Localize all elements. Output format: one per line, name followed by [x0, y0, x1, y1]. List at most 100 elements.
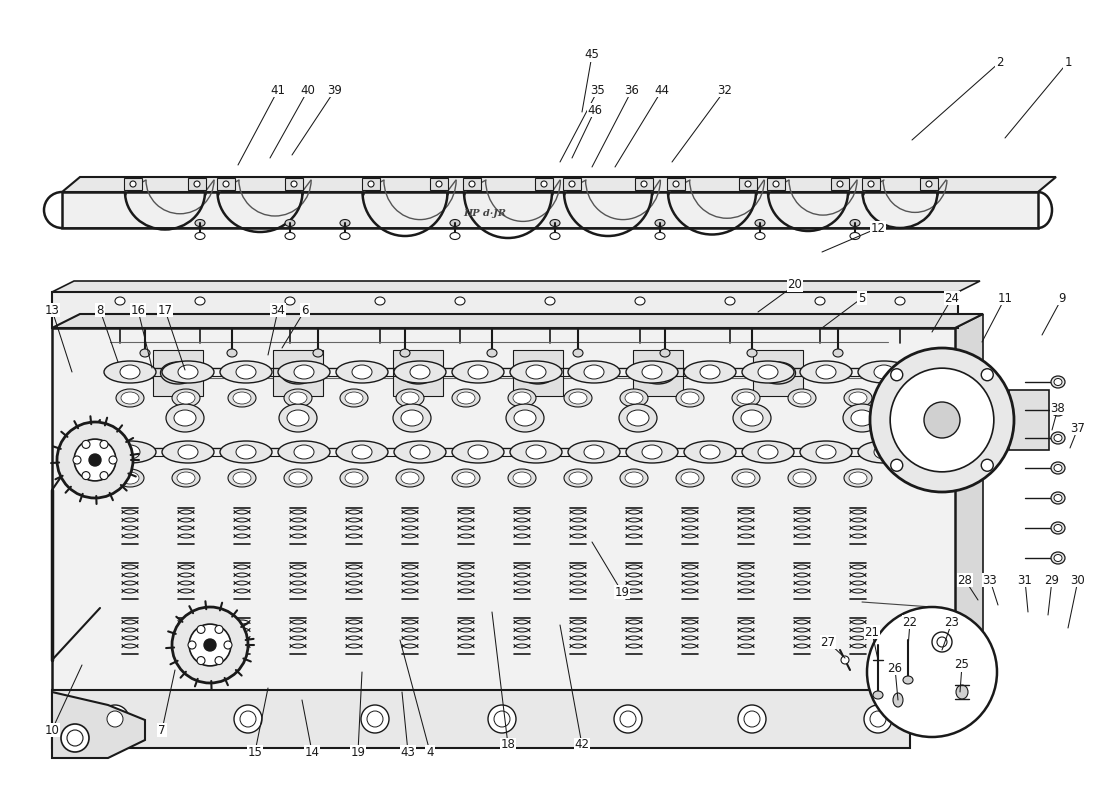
- Ellipse shape: [289, 472, 307, 484]
- Ellipse shape: [166, 404, 204, 432]
- Circle shape: [614, 705, 642, 733]
- Ellipse shape: [177, 472, 195, 484]
- Ellipse shape: [1054, 406, 1062, 414]
- Text: 4: 4: [427, 746, 433, 758]
- Circle shape: [107, 711, 123, 727]
- Ellipse shape: [121, 392, 139, 404]
- Text: 45: 45: [584, 49, 600, 62]
- Ellipse shape: [626, 361, 678, 383]
- Polygon shape: [52, 281, 980, 292]
- Circle shape: [488, 705, 516, 733]
- Ellipse shape: [294, 445, 313, 459]
- Polygon shape: [52, 314, 983, 328]
- Ellipse shape: [284, 469, 312, 487]
- Ellipse shape: [162, 441, 214, 463]
- Ellipse shape: [1050, 404, 1065, 416]
- Ellipse shape: [345, 392, 363, 404]
- Ellipse shape: [625, 472, 644, 484]
- Circle shape: [368, 181, 374, 187]
- Ellipse shape: [1054, 465, 1062, 471]
- Circle shape: [744, 711, 760, 727]
- Circle shape: [745, 181, 751, 187]
- Circle shape: [223, 181, 229, 187]
- Ellipse shape: [741, 410, 763, 426]
- Circle shape: [82, 471, 90, 479]
- Polygon shape: [739, 178, 757, 190]
- Ellipse shape: [626, 441, 678, 463]
- Ellipse shape: [620, 389, 648, 407]
- Ellipse shape: [550, 219, 560, 226]
- Ellipse shape: [233, 392, 251, 404]
- Ellipse shape: [1054, 434, 1062, 442]
- Ellipse shape: [104, 441, 156, 463]
- Ellipse shape: [116, 389, 144, 407]
- Ellipse shape: [450, 219, 460, 226]
- Ellipse shape: [642, 365, 662, 379]
- Ellipse shape: [314, 349, 323, 357]
- Ellipse shape: [700, 365, 720, 379]
- Ellipse shape: [816, 365, 836, 379]
- Ellipse shape: [402, 472, 419, 484]
- Circle shape: [367, 711, 383, 727]
- Ellipse shape: [569, 472, 587, 484]
- Ellipse shape: [526, 365, 546, 379]
- Circle shape: [870, 348, 1014, 492]
- Text: 26: 26: [888, 662, 902, 674]
- Ellipse shape: [508, 469, 536, 487]
- Ellipse shape: [178, 365, 198, 379]
- Ellipse shape: [228, 469, 256, 487]
- Ellipse shape: [195, 233, 205, 239]
- Ellipse shape: [747, 349, 757, 357]
- Circle shape: [214, 626, 223, 634]
- Text: 17: 17: [157, 303, 173, 317]
- Text: 19: 19: [615, 586, 629, 598]
- Ellipse shape: [506, 404, 544, 432]
- Ellipse shape: [816, 445, 836, 459]
- Circle shape: [214, 657, 223, 665]
- Text: 36: 36: [625, 83, 639, 97]
- Polygon shape: [52, 292, 958, 328]
- Text: 5: 5: [858, 291, 866, 305]
- Circle shape: [194, 181, 200, 187]
- Polygon shape: [862, 178, 880, 190]
- Circle shape: [74, 439, 116, 481]
- Circle shape: [101, 705, 129, 733]
- Polygon shape: [563, 178, 581, 190]
- Ellipse shape: [833, 349, 843, 357]
- Ellipse shape: [393, 404, 431, 432]
- Ellipse shape: [815, 297, 825, 305]
- Circle shape: [890, 368, 993, 472]
- Ellipse shape: [742, 361, 794, 383]
- Polygon shape: [830, 178, 849, 190]
- Text: 6: 6: [301, 303, 309, 317]
- Ellipse shape: [140, 349, 150, 357]
- Ellipse shape: [849, 392, 867, 404]
- Circle shape: [673, 181, 679, 187]
- Polygon shape: [430, 178, 448, 190]
- Ellipse shape: [236, 365, 256, 379]
- Ellipse shape: [893, 693, 903, 707]
- Circle shape: [189, 624, 231, 666]
- Ellipse shape: [233, 472, 251, 484]
- Circle shape: [240, 711, 256, 727]
- Circle shape: [773, 181, 779, 187]
- Ellipse shape: [1050, 522, 1065, 534]
- Polygon shape: [52, 690, 910, 748]
- Text: 10: 10: [45, 723, 59, 737]
- Ellipse shape: [174, 410, 196, 426]
- Text: 16: 16: [131, 303, 145, 317]
- Circle shape: [292, 181, 297, 187]
- Ellipse shape: [873, 691, 883, 699]
- Ellipse shape: [568, 361, 620, 383]
- Ellipse shape: [526, 445, 546, 459]
- Ellipse shape: [584, 365, 604, 379]
- Circle shape: [867, 607, 997, 737]
- Ellipse shape: [874, 365, 894, 379]
- Ellipse shape: [396, 389, 424, 407]
- Circle shape: [891, 369, 903, 381]
- Text: 33: 33: [982, 574, 998, 586]
- Ellipse shape: [793, 392, 811, 404]
- Circle shape: [89, 454, 101, 466]
- Circle shape: [738, 705, 766, 733]
- Text: 35: 35: [591, 83, 605, 97]
